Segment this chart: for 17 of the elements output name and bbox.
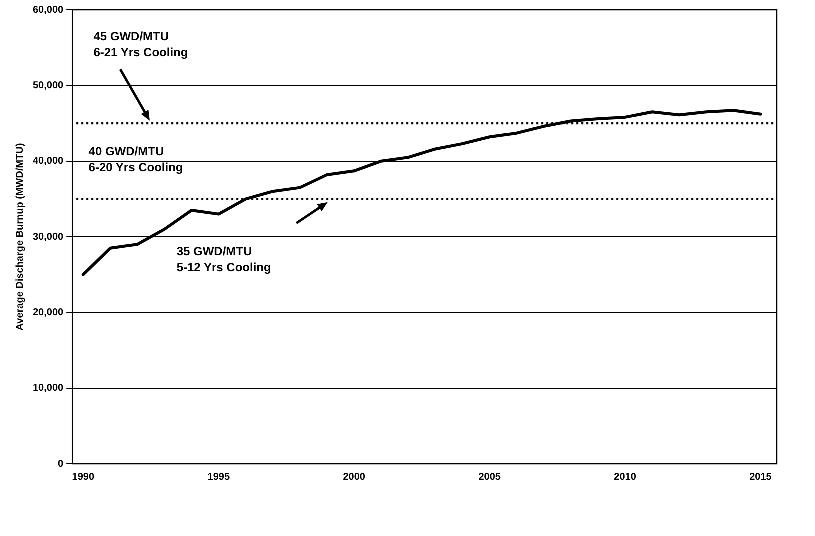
y-tick-label: 10,000 xyxy=(32,383,64,394)
y-tick-label: 40,000 xyxy=(32,156,64,168)
y-tick-label: 30,000 xyxy=(32,232,64,243)
x-tick-label: 2005 xyxy=(478,472,502,483)
y-axis-title: Average Discharge Burnup (MWD/MTU) xyxy=(14,143,26,331)
y-tick-label: 20,000 xyxy=(32,307,64,318)
x-tick-label: 2015 xyxy=(750,472,772,483)
x-tick-label: 2000 xyxy=(343,472,366,483)
x-tick-label: 2010 xyxy=(614,472,637,483)
annotation: 45 GWD/MTU 6-21 Yrs Cooling xyxy=(94,30,188,60)
y-tick-label: 50,000 xyxy=(32,80,64,92)
annotation: 40 GWD/MTU 6-20 Yrs Cooling xyxy=(88,144,184,175)
y-tick-label: 60,000 xyxy=(32,4,64,16)
y-tick-label: 0 xyxy=(58,458,64,470)
x-tick-label: 1990 xyxy=(72,472,95,483)
x-tick-label: 1995 xyxy=(208,472,230,483)
annotation: 35 GWD/MTU 5-12 Yrs Cooling xyxy=(176,244,272,274)
